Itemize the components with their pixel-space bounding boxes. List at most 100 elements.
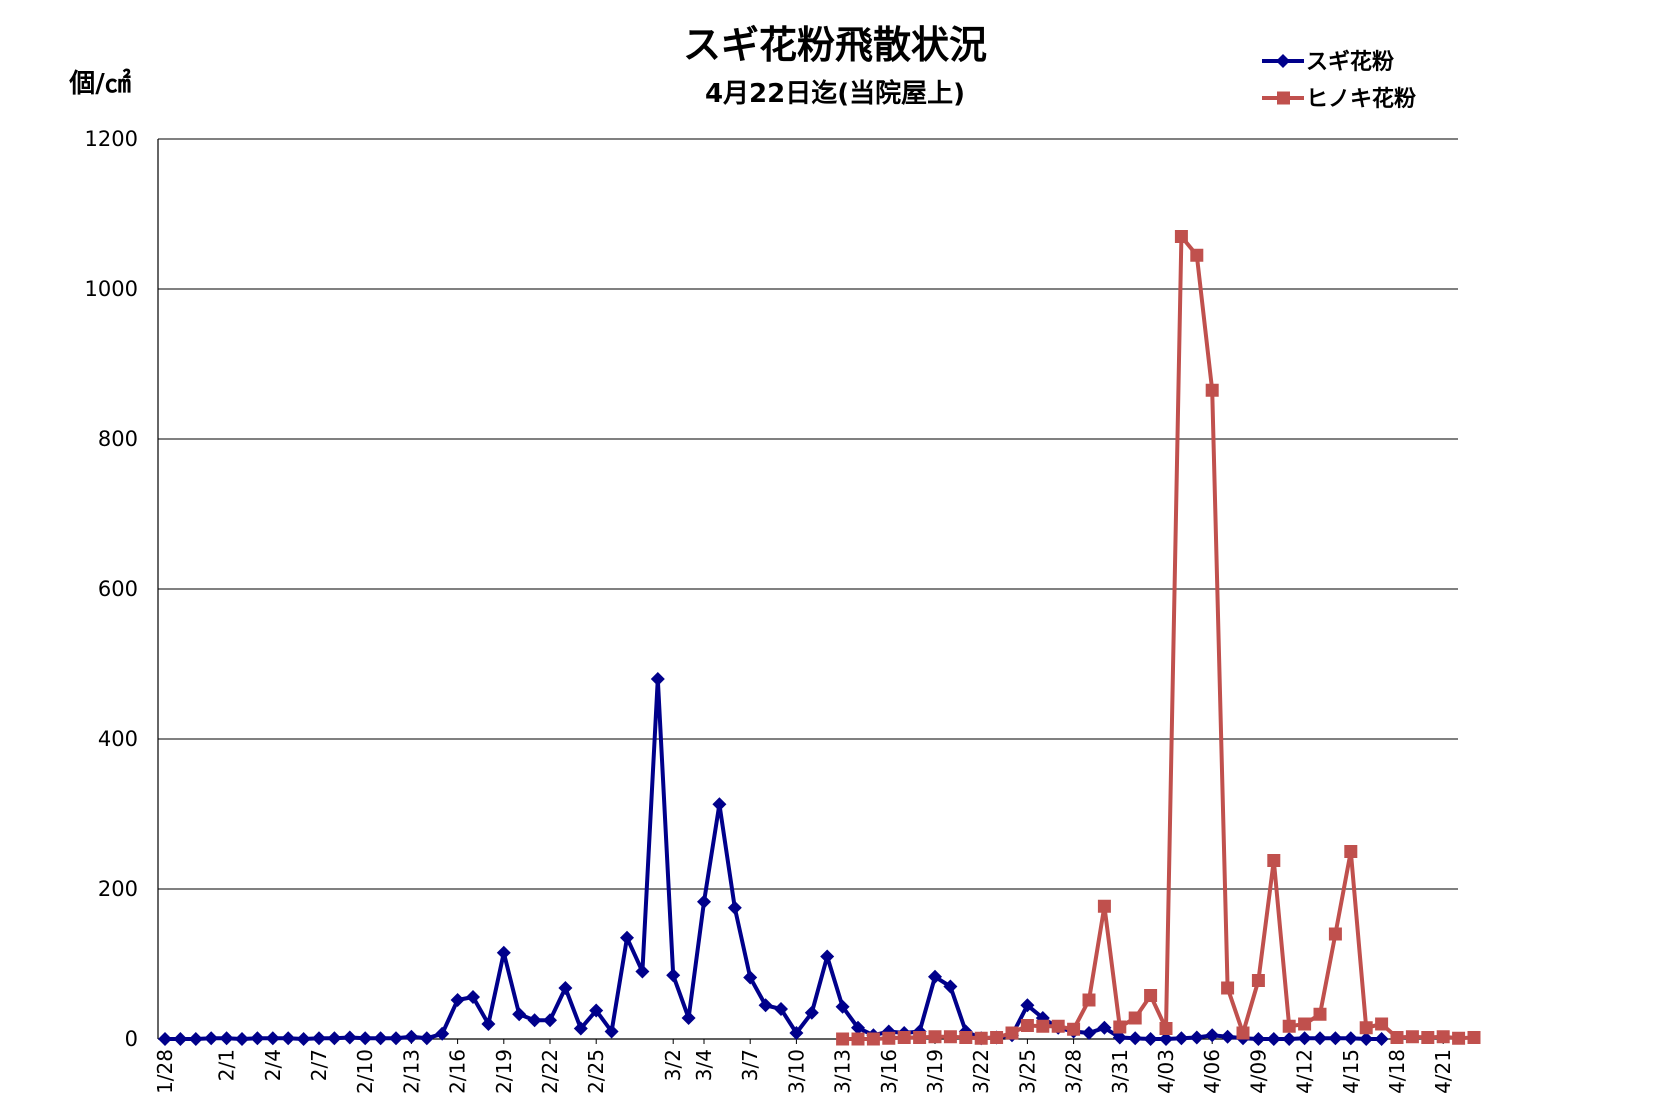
data-point — [835, 999, 850, 1014]
data-point — [419, 1031, 434, 1046]
data-point — [558, 981, 573, 995]
data-point — [1405, 1030, 1419, 1044]
data-point — [774, 1002, 788, 1016]
data-point — [804, 1005, 819, 1020]
y-tick-label: 600 — [98, 577, 138, 601]
series-2 — [836, 230, 1481, 1046]
data-point — [1220, 1029, 1235, 1044]
data-point — [666, 968, 681, 983]
data-point — [866, 1032, 880, 1046]
data-point — [1112, 1030, 1127, 1045]
x-tick-label: 3/16 — [877, 1049, 901, 1094]
x-tick-label: 4/15 — [1339, 1049, 1363, 1094]
data-point — [943, 979, 958, 994]
data-point — [312, 1031, 326, 1046]
data-point — [1082, 1026, 1096, 1040]
legend-item: ヒノキ花粉 — [1262, 86, 1416, 112]
data-point — [342, 1030, 357, 1045]
data-point — [913, 1031, 927, 1044]
x-tick-label: 2/19 — [492, 1049, 516, 1094]
legend-marker — [1276, 54, 1290, 68]
data-point — [1159, 1032, 1173, 1046]
series-layer — [158, 230, 1481, 1046]
data-point — [404, 1029, 419, 1044]
data-point — [1452, 1031, 1466, 1045]
data-point — [836, 1032, 850, 1046]
data-point — [1205, 383, 1219, 397]
data-point — [743, 970, 758, 985]
data-point — [1236, 1026, 1250, 1040]
data-point — [1359, 1032, 1374, 1046]
x-tick-label: 3/25 — [1015, 1049, 1039, 1094]
data-point — [1205, 1028, 1220, 1043]
x-tick-label: 3/4 — [692, 1049, 716, 1081]
data-point — [1282, 1019, 1296, 1033]
data-point — [358, 1031, 373, 1046]
data-point — [250, 1031, 265, 1046]
x-tick-label: 4/09 — [1246, 1049, 1270, 1094]
data-point — [1097, 1020, 1112, 1035]
x-tick-label: 4/21 — [1431, 1049, 1455, 1094]
data-point — [897, 1031, 911, 1044]
data-point — [1267, 854, 1281, 867]
x-tick-label: 2/25 — [584, 1049, 608, 1094]
data-point — [158, 1032, 172, 1046]
data-point — [1036, 1019, 1050, 1033]
x-axis-ticks: 1/28 2/1 2/4 2/7 2/10 2/13 2/16 2/19 2/22 2/25 3/2… — [153, 1039, 1455, 1094]
y-tick-label: 800 — [98, 427, 138, 451]
data-point — [1128, 1011, 1142, 1025]
data-point — [512, 1007, 527, 1022]
x-tick-label: 3/7 — [738, 1049, 762, 1081]
data-point — [974, 1031, 988, 1045]
data-point — [1421, 1031, 1435, 1044]
data-point — [1297, 1031, 1312, 1046]
x-tick-label: 3/13 — [831, 1049, 855, 1094]
data-point — [789, 1026, 804, 1040]
data-point — [265, 1031, 280, 1046]
data-point — [1174, 1031, 1189, 1046]
data-point — [589, 1003, 604, 1018]
data-point — [928, 969, 942, 984]
data-point — [466, 990, 480, 1004]
data-point — [1020, 998, 1035, 1013]
legend-marker — [1277, 91, 1290, 105]
x-tick-label: 2/10 — [353, 1049, 377, 1094]
x-tick-label: 3/22 — [969, 1049, 993, 1094]
data-point — [1436, 1030, 1450, 1044]
data-point — [820, 949, 835, 964]
y-tick-label: 400 — [98, 727, 138, 751]
series-line — [842, 234, 1475, 1041]
data-point — [1359, 1021, 1373, 1035]
data-point — [650, 672, 665, 686]
chart-subtitle: 4月22日迄(当院屋上) — [705, 78, 965, 109]
data-point — [1344, 845, 1358, 858]
data-point — [604, 1024, 619, 1039]
data-point — [1467, 1031, 1481, 1044]
x-tick-label: 3/19 — [923, 1049, 947, 1094]
data-point — [1143, 1032, 1158, 1046]
data-point — [496, 945, 511, 960]
data-point — [1113, 1020, 1127, 1034]
data-point — [990, 1031, 1004, 1044]
data-point — [1005, 1026, 1019, 1040]
gridlines — [158, 138, 1458, 890]
x-tick-label: 4/12 — [1293, 1049, 1317, 1094]
data-point — [1298, 1017, 1312, 1031]
y-tick-label: 0 — [125, 1027, 138, 1051]
data-point — [635, 964, 650, 979]
data-point — [296, 1032, 311, 1046]
data-point — [527, 1013, 542, 1028]
data-point — [1390, 1031, 1404, 1044]
data-point — [573, 1021, 588, 1036]
data-point — [1051, 1019, 1065, 1033]
data-point — [327, 1031, 342, 1046]
y-tick-label: 1200 — [85, 127, 138, 151]
x-tick-label: 4/06 — [1200, 1049, 1224, 1094]
data-point — [281, 1031, 296, 1046]
data-point — [450, 993, 465, 1007]
data-point — [851, 1020, 865, 1035]
data-point — [1082, 993, 1096, 1007]
x-tick-label: 2/7 — [307, 1049, 331, 1081]
data-point — [235, 1032, 249, 1046]
legend-item: スギ花粉 — [1262, 49, 1394, 75]
